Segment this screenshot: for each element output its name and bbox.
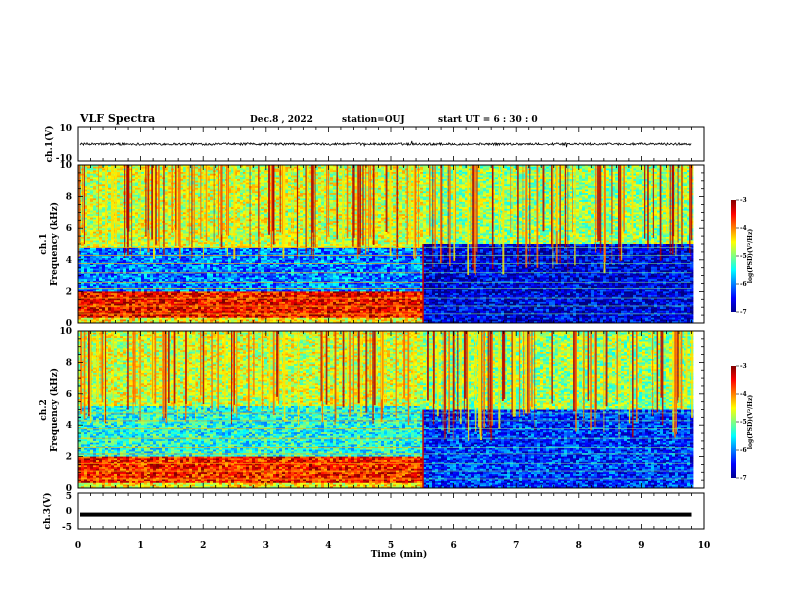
ch1-spectrogram-image	[78, 165, 693, 323]
figure-title: VLF Spectra	[79, 112, 155, 125]
ch1-waveform-panel: 10 -10 ch.1(V)	[44, 124, 704, 164]
ch1-waveform-ylabel: ch.1(V)	[44, 126, 55, 163]
date-label: Dec.8 , 2022	[250, 115, 313, 125]
ch1-ytick-top: 10	[59, 124, 72, 134]
start-time-label: start UT = 6 : 30 : 0	[438, 115, 538, 125]
station-label: station=OUJ	[342, 115, 405, 125]
